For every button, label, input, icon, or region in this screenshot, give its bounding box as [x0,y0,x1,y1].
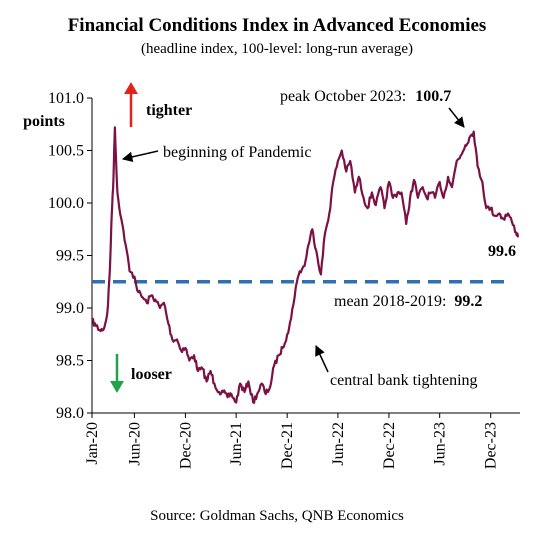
x-tick-label: Jun-21 [228,422,245,466]
source-note: Source: Goldman Sachs, QNB Economics [150,508,404,524]
peak-label: peak October 2023: [280,88,406,105]
fci-series-line [91,126,520,404]
x-tick-label: Dec-20 [177,422,194,469]
x-tick-label: Jan-20 [84,422,101,465]
last-value-label: 99.6 [488,243,516,260]
y-axis: 98.0 98.5 99.0 99.5 100.0 100.5 101.0 [48,90,92,422]
y-tick-label: 99.0 [56,300,84,317]
y-tick-label: 100.0 [48,195,84,212]
y-axis-label: points [23,113,65,130]
mean-value: 99.2 [454,293,482,310]
y-tick-label: 98.5 [56,353,84,370]
y-tick-label: 100.5 [48,143,84,160]
x-tick-label: Dec-21 [279,422,296,469]
x-tick-label: Jun-23 [432,422,449,466]
mean-label: mean 2018-2019: [334,293,446,310]
pandemic-annotation: beginning of Pandemic [163,144,311,161]
x-axis: Jan-20 Jun-20 Dec-20 Jun-21 Dec-21 Jun-22 Dec-… [84,413,500,469]
up-arrow-icon [124,82,138,127]
x-tick-label: Dec-23 [483,422,500,469]
peak-arrow [448,107,465,128]
tighter-label: tighter [146,102,192,119]
peak-value: 100.7 [415,88,451,105]
y-tick-label: 101.0 [48,90,84,107]
y-tick-label: 99.5 [56,248,84,265]
x-tick-label: Jun-22 [330,422,347,466]
down-arrow-icon [110,354,124,393]
chart-title: Financial Conditions Index in Advanced E… [68,15,487,36]
y-tick-label: 98.0 [56,405,84,422]
pandemic-arrow [121,150,159,163]
tightening-annotation: central bank tightening [330,372,478,389]
x-tick-label: Dec-22 [381,422,398,469]
looser-label: looser [131,366,172,383]
peak-annotation: peak October 2023: 100.7 [280,88,451,105]
mean-annotation: mean 2018-2019: 99.2 [334,293,482,310]
x-tick-label: Jun-20 [126,422,143,466]
chart-subtitle: (headline index, 100-level: long-run ave… [141,41,413,57]
tightening-arrow [315,345,329,373]
